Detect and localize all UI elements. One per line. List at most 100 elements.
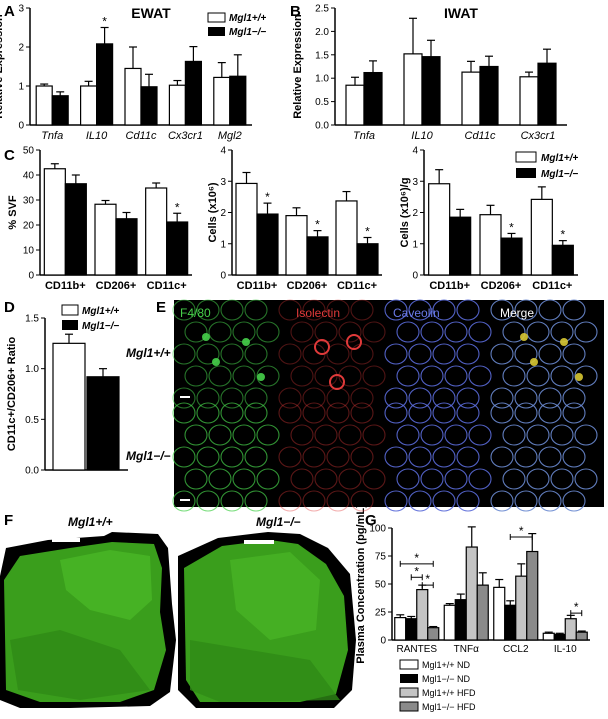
y-tick-label: 2.0	[315, 27, 329, 38]
y-axis-label: Cells (x10⁶)	[207, 182, 219, 242]
bar	[461, 71, 481, 126]
significance-marker: *	[560, 228, 565, 242]
adipocyte-outline	[208, 365, 232, 387]
adipocyte-outline	[290, 365, 314, 387]
cell-mesh	[490, 402, 598, 512]
y-tick-label: 3	[18, 4, 24, 15]
bar	[124, 67, 142, 126]
legend-swatch-ko	[62, 320, 78, 330]
legend-label-ko: Mgl1−/−	[82, 321, 119, 332]
panel-label-f: F	[4, 512, 13, 529]
adipocyte-outline	[232, 365, 256, 387]
chart-ratio: 0.0 0.5 1.0 1.5 CD11c+/CD206+ Ratio	[6, 314, 128, 477]
chart-ewat: 0 1 2 3 Relative Expression EWAT Tnfa * IL10 Cd11…	[0, 4, 252, 142]
y-tick-label: 10	[23, 246, 35, 257]
adipocyte-outline	[538, 387, 562, 409]
bar	[235, 182, 258, 276]
y-tick-label: 20	[23, 221, 35, 232]
adipocyte-outline	[184, 321, 208, 343]
x-tick-label: CD206+	[481, 280, 522, 292]
adipocyte-outline	[574, 321, 598, 343]
adipocyte-outline	[350, 299, 374, 321]
x-tick-label: CD11c+	[147, 280, 187, 292]
adipocyte-outline	[278, 490, 302, 512]
adipocyte-outline	[290, 321, 314, 343]
macrophage-cluster	[575, 373, 583, 381]
bar	[43, 168, 66, 276]
adipocyte-outline	[562, 343, 586, 365]
legend-swatch-wt	[207, 12, 226, 23]
adipocyte-outline	[514, 402, 538, 424]
adipocyte-outline	[456, 299, 480, 321]
bar	[168, 84, 186, 126]
x-tick-label: Cx3cr1	[168, 130, 203, 142]
bar	[500, 237, 523, 276]
adipocyte-outline	[490, 446, 514, 468]
y-tick-label: 4	[220, 146, 226, 157]
adipocyte-outline	[338, 321, 362, 343]
adipocyte-outline	[362, 321, 386, 343]
bar	[530, 198, 553, 276]
macrophage-cluster	[202, 333, 210, 341]
legend-label-ko: Mgl1−/−	[541, 169, 578, 180]
bar	[575, 631, 588, 641]
bar	[443, 604, 456, 641]
row-label-wt: Mgl1+/+	[126, 346, 171, 360]
adipocyte-outline	[456, 387, 480, 409]
adipocyte-outline	[502, 424, 526, 446]
adipocyte-outline	[338, 468, 362, 490]
macrophage-cluster	[242, 338, 250, 346]
bar	[504, 604, 517, 641]
legend-label-wt: Mgl1+/+	[82, 306, 119, 317]
adipocyte-outline	[444, 424, 468, 446]
adipocyte-outline	[562, 299, 586, 321]
microscopy-overlays	[172, 299, 598, 512]
significance-marker: *	[574, 600, 579, 614]
bar	[553, 633, 566, 641]
y-tick-label: 0	[220, 271, 226, 282]
adipocyte-outline	[290, 424, 314, 446]
x-tick-label: CD11b+	[429, 280, 470, 292]
y-tick-label: 1	[412, 239, 418, 250]
bar	[476, 584, 489, 641]
adipocyte-outline	[490, 490, 514, 512]
legend-d: Mgl1+/+ Mgl1−/−	[61, 304, 119, 332]
adipocyte-outline	[526, 321, 550, 343]
adipocyte-outline	[362, 365, 386, 387]
adipocyte-outline	[490, 387, 514, 409]
y-tick-label: 2	[18, 43, 24, 54]
adipocyte-outline	[350, 446, 374, 468]
adipocyte-outline	[384, 343, 408, 365]
chart-iwat: 0.0 0.5 1.0 1.5 2.0 2.5 Relative Expression IWA…	[292, 4, 567, 142]
legend-c: Mgl1+/+ Mgl1−/−	[515, 151, 578, 180]
legend-plasma: Mgl1+/+ ND Mgl1−/− ND Mgl1+/+ HFD Mgl1−/…	[399, 659, 476, 712]
adipocyte-outline	[502, 468, 526, 490]
significance-marker: *	[102, 15, 107, 29]
adipocyte-outline	[432, 446, 456, 468]
bar	[465, 546, 478, 641]
y-tick-label: 0.5	[315, 97, 329, 108]
adipocyte-outline	[338, 424, 362, 446]
x-tick-label: CD11b+	[237, 280, 278, 292]
y-tick-label: 1	[220, 239, 226, 250]
adipocyte-outline	[468, 424, 492, 446]
whole-mount-label-ko: Mgl1−/−	[256, 515, 301, 529]
significance-marker: *	[519, 524, 524, 538]
bar	[416, 588, 429, 641]
bar	[52, 342, 86, 471]
y-tick-label: 1.0	[315, 74, 329, 85]
adipocyte-outline	[256, 468, 280, 490]
adipocyte-outline	[220, 387, 244, 409]
y-axis-label: Relative Expression	[292, 14, 304, 119]
adipocyte-outline	[196, 343, 220, 365]
adipocyte-outline	[468, 365, 492, 387]
bar	[405, 618, 418, 641]
bar	[515, 575, 528, 641]
bar	[537, 62, 557, 126]
x-tick-label: IL10	[86, 130, 108, 142]
cell-mesh	[278, 299, 386, 409]
adipocyte-outline	[526, 365, 550, 387]
adipocyte-outline	[514, 343, 538, 365]
legend-swatch-wt-nd	[399, 659, 419, 670]
channel-label-f480: F4/80	[180, 306, 211, 320]
